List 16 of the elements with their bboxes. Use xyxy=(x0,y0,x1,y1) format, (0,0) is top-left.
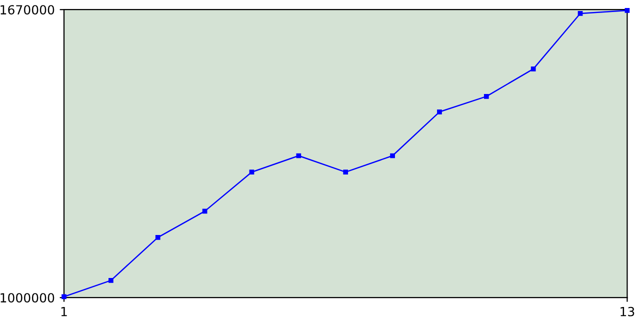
point xyxy=(390,153,395,158)
point xyxy=(530,66,536,72)
point xyxy=(484,94,489,99)
x-tick-label: 1 xyxy=(61,307,67,316)
point xyxy=(155,234,160,240)
point xyxy=(296,153,302,158)
point xyxy=(249,170,254,175)
point xyxy=(202,208,208,214)
x-tick-label: 13 xyxy=(620,306,634,316)
y-tick-label: 1000000 xyxy=(0,293,54,303)
point xyxy=(343,170,348,175)
point xyxy=(578,11,583,16)
point xyxy=(108,278,114,283)
y-tick-label: 1670000 xyxy=(0,5,54,15)
point xyxy=(437,109,442,114)
point xyxy=(624,8,630,13)
